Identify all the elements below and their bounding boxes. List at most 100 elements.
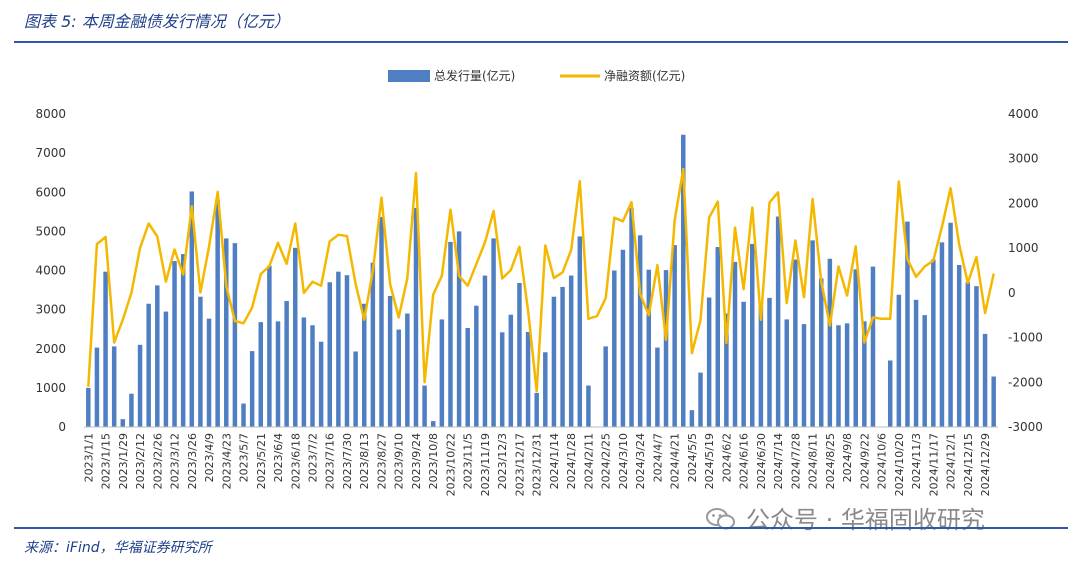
figure-title: 图表 5: 本周金融债发行情况（亿元）: [24, 12, 290, 31]
x-tick-label: 2023/5/21: [255, 433, 268, 489]
bar: [439, 319, 445, 427]
bar: [430, 421, 436, 427]
bar: [517, 283, 522, 427]
bar: [844, 323, 850, 427]
bar: [637, 235, 643, 427]
x-tick-label: 2023/4/23: [220, 433, 233, 489]
bar: [206, 318, 212, 427]
bar: [568, 275, 574, 427]
y-left-tick-label: 5000: [35, 224, 66, 238]
bar: [172, 261, 177, 427]
bar: [655, 347, 660, 427]
x-tick-label: 2023/1/1: [82, 433, 95, 482]
x-tick-label: 2024/9/8: [841, 433, 854, 482]
x-tick-label: 2023/4/9: [203, 433, 216, 482]
bar: [180, 254, 186, 427]
x-tick-label: 2024/3/10: [617, 433, 630, 489]
x-tick-label: 2023/8/27: [375, 433, 388, 489]
legend-bar-label: 总发行量(亿元): [434, 68, 515, 83]
bar: [620, 249, 626, 427]
x-tick-label: 2023/9/10: [393, 433, 406, 489]
bar: [870, 266, 876, 427]
bar: [646, 269, 652, 427]
x-tick-label: 2023/7/30: [341, 433, 354, 489]
bar: [224, 238, 229, 427]
x-tick-label: 2023/8/13: [358, 433, 371, 489]
x-tick-label: 2024/1/28: [565, 433, 578, 489]
bar: [612, 270, 617, 427]
bar: [560, 286, 565, 427]
x-tick-label: 2023/2/12: [134, 433, 147, 489]
bar: [336, 271, 341, 427]
bar: [215, 200, 220, 427]
bar: [758, 306, 764, 427]
bar: [913, 299, 919, 427]
x-tick-label: 2023/6/18: [289, 433, 302, 489]
y-right-tick-label: 2000: [1008, 196, 1039, 210]
bar: [465, 328, 470, 427]
bar: [327, 282, 332, 427]
bar: [474, 305, 479, 427]
top-rule: [14, 41, 1068, 43]
y-axis-right: -3000 -2000 -1000 0 1000 2000 3000 4000: [1008, 107, 1043, 434]
y-left-tick-label: 1000: [35, 381, 66, 395]
x-tick-label: 2023/2/26: [151, 433, 164, 489]
x-tick-label: 2024/4/7: [651, 433, 664, 482]
legend-line-label: 净融资额(亿元): [604, 68, 685, 83]
bar: [672, 245, 677, 427]
y-left-tick-label: 2000: [35, 342, 66, 356]
bar: [249, 351, 255, 427]
bar: [379, 216, 384, 427]
bar: [293, 247, 298, 427]
y-right-tick-label: 4000: [1008, 107, 1039, 121]
bar: [706, 297, 712, 427]
x-tick-label: 2024/5/19: [703, 433, 716, 489]
bar: [689, 410, 695, 427]
x-tick-label: 2024/9/22: [858, 433, 871, 489]
x-tick-label: 2023/11/19: [479, 433, 492, 496]
y-left-tick-label: 0: [58, 420, 66, 434]
bar: [681, 134, 686, 427]
x-tick-label: 2023/10/22: [444, 433, 457, 496]
net-financing-line: [87, 167, 995, 393]
x-tick-label: 2024/2/11: [582, 433, 595, 489]
x-tick-label: 2023/1/29: [117, 433, 130, 489]
x-tick-label: 2024/5/5: [686, 433, 699, 482]
bar: [974, 286, 979, 427]
bar: [155, 285, 160, 427]
bar: [750, 243, 755, 427]
bar: [120, 419, 126, 427]
bar: [887, 360, 893, 427]
x-tick-label: 2023/10/8: [427, 433, 440, 489]
y-left-tick-label: 4000: [35, 264, 66, 278]
x-tick-label: 2024/6/2: [720, 433, 733, 482]
bar: [353, 351, 358, 427]
bar: [629, 207, 634, 427]
bar: [456, 231, 462, 427]
bar: [982, 333, 988, 427]
bar: [551, 296, 557, 427]
bar: [836, 325, 841, 427]
bar: [499, 332, 505, 427]
bar: [827, 258, 833, 427]
bar: [818, 278, 824, 427]
x-tick-label: 2023/7/2: [307, 433, 320, 482]
bar: [267, 265, 272, 427]
bar: [577, 236, 583, 427]
x-tick-label: 2024/10/6: [876, 433, 889, 489]
bar: [603, 346, 608, 427]
x-tick-label: 2024/7/28: [789, 433, 802, 489]
x-tick-label: 2024/10/20: [893, 433, 906, 496]
bar: [111, 346, 117, 427]
bar: [422, 385, 427, 427]
y-left-tick-label: 3000: [35, 303, 66, 317]
x-tick-label: 2024/12/1: [945, 433, 958, 489]
bar: [508, 314, 514, 427]
y-left-tick-label: 6000: [35, 185, 66, 199]
y-right-tick-label: -2000: [1008, 375, 1043, 389]
bar: [189, 191, 195, 427]
bar: [741, 301, 746, 427]
y-left-tick-label: 7000: [35, 146, 66, 160]
x-tick-label: 2024/4/21: [669, 433, 682, 489]
x-tick-label: 2023/3/12: [169, 433, 182, 489]
